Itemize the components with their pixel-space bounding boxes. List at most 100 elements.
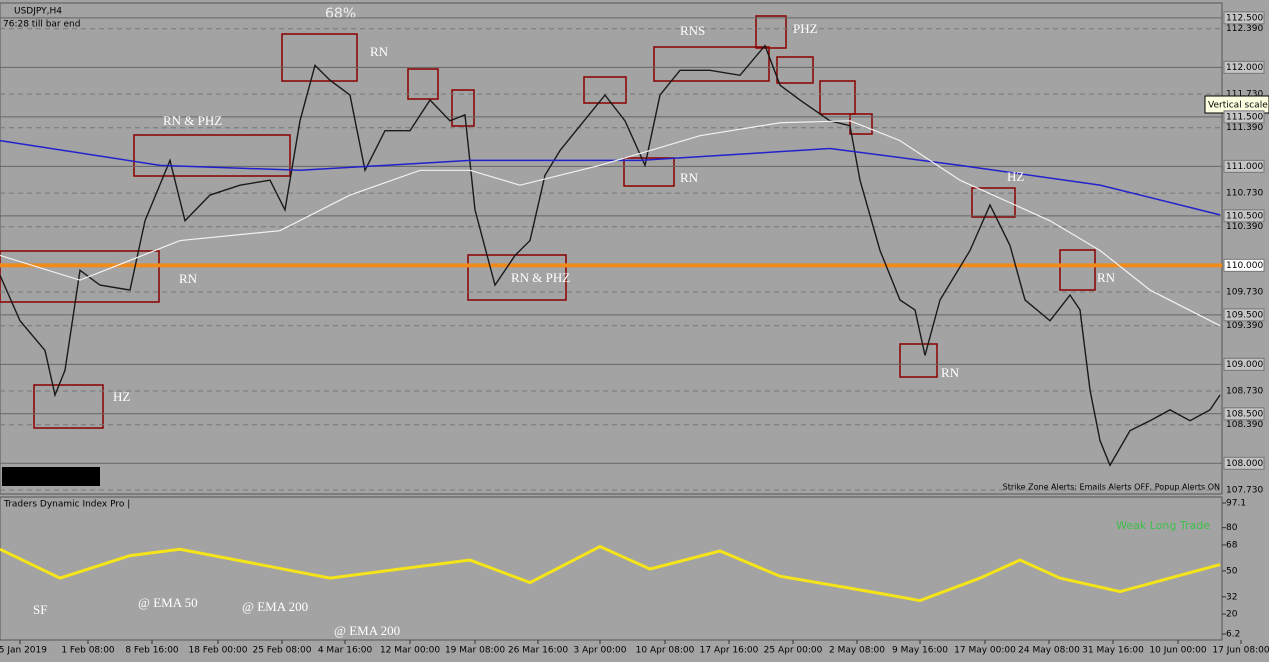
alert-status: Strike Zone Alerts: Emails Alerts OFF, P…	[1003, 483, 1220, 492]
annotation: SF	[33, 602, 47, 617]
x-tick-label: 25 Jan 2019	[0, 646, 47, 656]
y-tick-label: 108.730	[1226, 387, 1263, 397]
price-box	[1223, 308, 1265, 322]
progress: 68%	[325, 6, 356, 22]
y-tick-label: 109.390	[1226, 321, 1263, 331]
y-tick-label: 80	[1226, 523, 1238, 533]
price-box	[1223, 456, 1265, 470]
zone	[33, 384, 104, 429]
annotation: RN & PHZ	[163, 113, 222, 128]
y-tick-label: 50	[1226, 566, 1238, 576]
x-tick-label: 3 Apr 00:00	[574, 646, 627, 656]
series-line	[0, 139, 1221, 216]
annotation: RN	[941, 365, 960, 380]
y-tick-label: 108.000	[1226, 459, 1263, 469]
zone	[467, 254, 567, 301]
y-tick-label: 20	[1226, 610, 1238, 620]
zone	[281, 33, 358, 82]
zone	[1059, 249, 1096, 291]
annotation: HZ	[1007, 169, 1024, 184]
signal: Weak Long Trade	[1116, 519, 1210, 532]
annotation: HZ	[113, 389, 130, 404]
annotation: @ EMA 200	[242, 599, 308, 614]
zone	[899, 343, 938, 378]
black-block	[2, 467, 100, 486]
zone	[0, 250, 160, 303]
x-tick-label: 19 Mar 08:00	[445, 646, 505, 656]
y-tick-label: 109.730	[1226, 288, 1263, 298]
price-box	[1223, 407, 1265, 421]
zone	[819, 80, 856, 115]
x-tick-label: 17 Jun 08:00	[1212, 646, 1269, 656]
y-tick-label: 110.390	[1226, 222, 1263, 232]
y-tick-label: 68	[1226, 540, 1238, 550]
y-tick-label: 109.000	[1226, 360, 1263, 370]
x-tick-label: 18 Feb 00:00	[188, 646, 247, 656]
x-tick-label: 8 Feb 16:00	[125, 646, 179, 656]
annotation: RN	[680, 170, 699, 185]
y-tick-label: 32	[1226, 592, 1237, 602]
zone	[583, 76, 627, 104]
y-tick-label: 112.000	[1226, 63, 1263, 73]
price-box	[1223, 11, 1265, 25]
annotation: RN	[1097, 270, 1116, 285]
x-tick-label: 24 May 08:00	[1018, 646, 1080, 656]
y-tick-label: 110.730	[1226, 189, 1263, 199]
y-tick-label: 107.730	[1226, 486, 1263, 496]
x-tick-label: 17 May 00:00	[954, 646, 1016, 656]
x-tick-label: 12 Mar 00:00	[380, 646, 440, 656]
x-tick-label: 9 May 16:00	[892, 646, 948, 656]
y-tick-label: 111.730	[1226, 90, 1263, 100]
zone	[623, 157, 675, 187]
price-box	[1223, 357, 1265, 371]
series-line	[0, 120, 1221, 327]
tooltip: Vertical scale	[1208, 101, 1268, 111]
y-tick-label: 111.000	[1226, 162, 1263, 172]
annotation: @ EMA 200	[334, 623, 400, 638]
y-tick-label: 108.390	[1226, 420, 1263, 430]
y-tick-label: 112.500	[1226, 13, 1263, 23]
y-tick-label: 110.000	[1226, 261, 1263, 271]
x-tick-label: 26 Mar 16:00	[508, 646, 568, 656]
x-tick-label: 2 May 08:00	[829, 646, 885, 656]
y-tick-label: 108.500	[1226, 409, 1263, 419]
x-tick-label: 31 May 16:00	[1082, 646, 1144, 656]
x-tick-label: 10 Jun 00:00	[1149, 646, 1206, 656]
x-tick-label: 10 Apr 08:00	[636, 646, 695, 656]
zone	[653, 46, 770, 82]
zone	[755, 15, 787, 49]
indicator-panel	[0, 496, 1223, 641]
zone	[776, 56, 814, 84]
y-tick-label: 110.500	[1226, 211, 1263, 221]
zones	[0, 15, 1096, 429]
price-box	[1223, 159, 1265, 173]
price-box	[1223, 60, 1265, 74]
price-box	[1223, 209, 1265, 223]
zone	[849, 113, 873, 135]
series-line	[0, 44, 1221, 467]
y-tick-label: 112.390	[1226, 24, 1263, 34]
x-tick-label: 25 Apr 00:00	[764, 646, 823, 656]
y-tick-label: 109.500	[1226, 310, 1263, 320]
zone	[133, 134, 291, 177]
x-tick-label: 17 Apr 16:00	[700, 646, 759, 656]
price-box	[1223, 258, 1265, 272]
annotation: RN	[370, 44, 389, 59]
main-panel	[0, 2, 1223, 495]
zone	[451, 89, 475, 127]
y-tick-label: 97.1	[1226, 499, 1246, 509]
x-tick-label: 25 Feb 08:00	[252, 646, 311, 656]
zone	[971, 187, 1016, 218]
annotation: PHZ	[793, 21, 818, 36]
indicator-title: Traders Dynamic Index Pro |	[3, 500, 130, 510]
annotation: RN	[179, 271, 198, 286]
annotation: @ EMA 50	[138, 595, 198, 610]
zone	[407, 68, 439, 100]
y-tick-label: 111.500	[1226, 112, 1263, 122]
annotation: RNS	[680, 23, 705, 38]
symbol: USDJPY,H4	[14, 7, 62, 17]
x-tick-label: 1 Feb 08:00	[61, 646, 115, 656]
bar-timer: 76:28 till bar end	[3, 20, 80, 30]
